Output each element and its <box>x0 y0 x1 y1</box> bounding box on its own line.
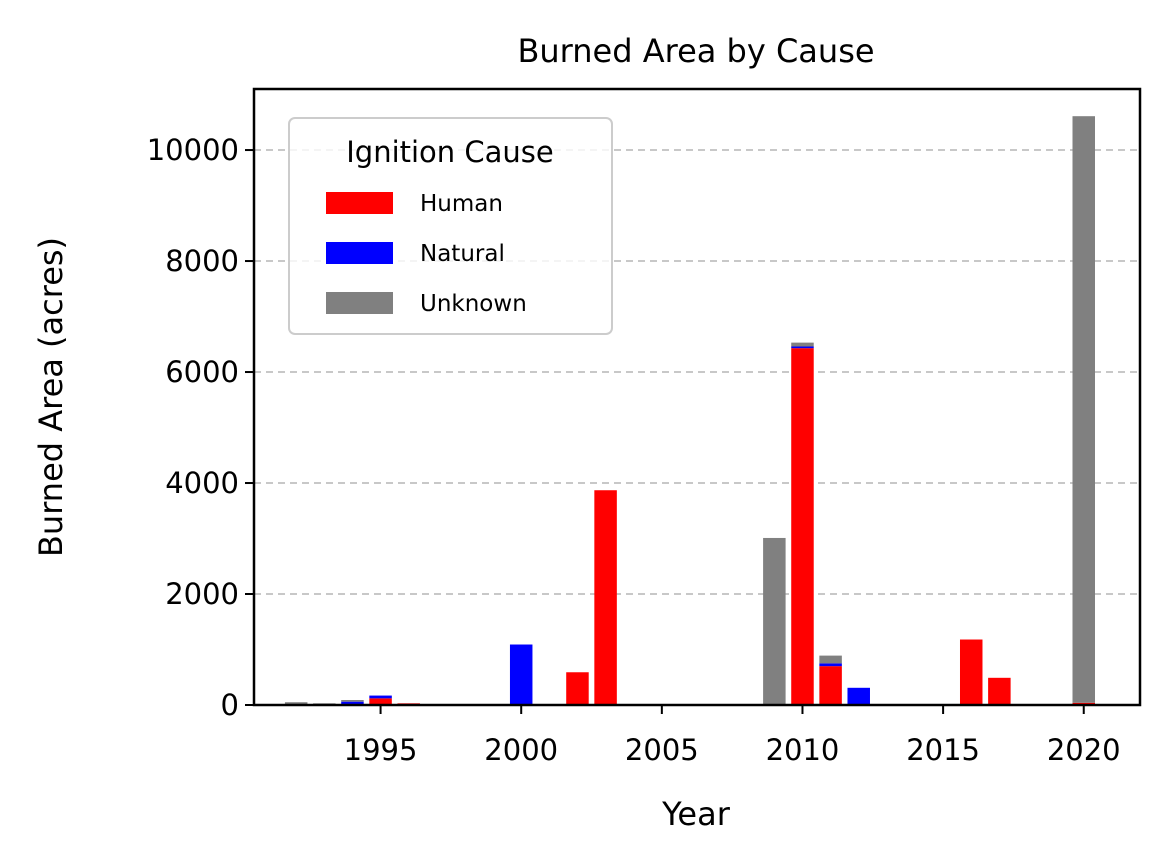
bar-natural-2012 <box>847 687 870 705</box>
bar-human-2017 <box>988 677 1011 705</box>
bar-unknown-1994 <box>341 700 364 702</box>
legend-box <box>288 117 613 335</box>
legend-swatch-human <box>326 192 393 214</box>
plot-frame <box>252 87 1142 707</box>
legend-swatch-unknown <box>326 292 393 314</box>
y-tick-label: 10000 <box>147 133 239 167</box>
bar-unknown-1992 <box>284 702 308 705</box>
x-axis-title: Year <box>661 795 731 833</box>
bar-series <box>284 116 1095 705</box>
bar-natural-1994 <box>341 701 364 705</box>
bar-human-2010 <box>791 348 814 705</box>
bar-human-2003 <box>594 490 617 705</box>
x-tick-label: 1995 <box>344 733 418 767</box>
bar-human-2016 <box>959 639 983 705</box>
y-tick-label: 4000 <box>165 466 239 500</box>
legend-title: Ignition Cause <box>346 135 554 169</box>
legend-swatch-natural <box>326 242 393 264</box>
legend: Ignition Cause Human Natural Unknown <box>288 117 613 335</box>
y-axis: 0 2000 4000 6000 8000 10000 <box>147 133 254 722</box>
bar-human-2011 <box>819 666 842 705</box>
bar-natural-2011 <box>819 663 842 667</box>
x-tick-label: 2005 <box>625 733 699 767</box>
bar-natural-2000 <box>509 644 533 705</box>
x-tick-label: 2020 <box>1047 733 1121 767</box>
chart-title: Burned Area by Cause <box>517 32 874 70</box>
bar-human-2002 <box>566 672 589 705</box>
legend-label-natural: Natural <box>420 241 505 267</box>
y-tick-label: 8000 <box>165 244 239 278</box>
bar-unknown-2020 <box>1072 116 1095 703</box>
bar-natural-1995 <box>369 695 392 699</box>
bar-unknown-2011 <box>819 655 842 664</box>
x-tick-label: 2010 <box>766 733 840 767</box>
y-tick-label: 2000 <box>165 577 239 611</box>
y-tick-label: 6000 <box>165 355 239 389</box>
bar-natural-2010 <box>791 346 814 349</box>
legend-label-human: Human <box>420 191 503 217</box>
bar-human-1995 <box>369 698 392 705</box>
bar-unknown-2010 <box>791 342 814 347</box>
x-tick-label: 2000 <box>484 733 558 767</box>
y-tick-label: 0 <box>221 688 239 722</box>
x-axis: 1995 2000 2005 2010 2015 2020 <box>344 705 1121 767</box>
y-axis-title: Burned Area (acres) <box>32 237 70 557</box>
legend-label-unknown: Unknown <box>420 291 527 317</box>
bar-unknown-2009 <box>763 537 786 705</box>
x-tick-label: 2015 <box>906 733 980 767</box>
